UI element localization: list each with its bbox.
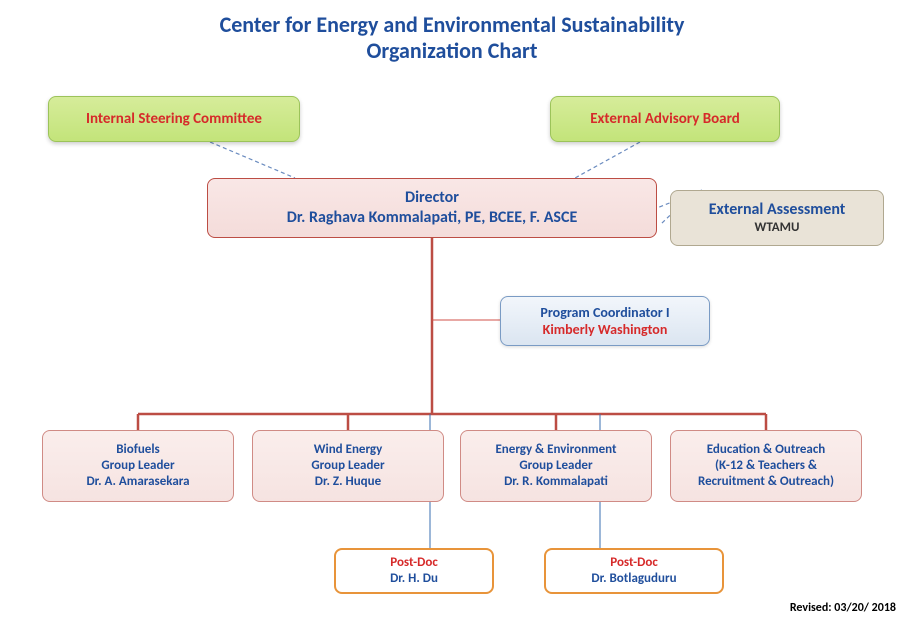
postdoc2-role: Post-Doc <box>610 555 658 571</box>
wind-l2: Group Leader <box>311 458 384 474</box>
education-l1: Education & Outreach <box>707 442 826 458</box>
connector-lines <box>0 0 904 621</box>
postdoc2-box: Post-Doc Dr. Botlaguduru <box>544 548 724 594</box>
director-role: Director <box>405 188 459 208</box>
wind-l3: Dr. Z. Huque <box>315 474 381 490</box>
energyenv-l2: Group Leader <box>519 458 592 474</box>
chart-title: Center for Energy and Environmental Sust… <box>0 0 904 65</box>
postdoc1-role: Post-Doc <box>390 555 438 571</box>
coordinator-role: Program Coordinator I <box>540 304 669 322</box>
coordinator-box: Program Coordinator I Kimberly Washingto… <box>500 296 710 346</box>
biofuels-l3: Dr. A. Amarasekara <box>86 474 189 490</box>
wind-l1: Wind Energy <box>314 442 383 458</box>
director-box: Director Dr. Raghava Kommalapati, PE, BC… <box>207 178 657 238</box>
director-name: Dr. Raghava Kommalapati, PE, BCEE, F. AS… <box>287 208 578 228</box>
biofuels-l2: Group Leader <box>101 458 174 474</box>
steering-committee-box: Internal Steering Committee <box>48 96 300 142</box>
coordinator-name: Kimberly Washington <box>543 321 668 339</box>
postdoc2-name: Dr. Botlaguduru <box>591 571 676 587</box>
external-assessment-box: External Assessment WTAMU <box>670 190 884 246</box>
energyenv-l1: Energy & Environment <box>495 442 616 458</box>
title-line2: Organization Chart <box>0 38 904 64</box>
postdoc1-box: Post-Doc Dr. H. Du <box>334 548 494 594</box>
assessment-title: External Assessment <box>709 200 846 220</box>
education-box: Education & Outreach (K-12 & Teachers & … <box>670 430 862 502</box>
energyenv-l3: Dr. R. Kommalapati <box>504 474 608 490</box>
revised-date: Revised: 03/20/ 2018 <box>790 601 896 615</box>
wind-box: Wind Energy Group Leader Dr. Z. Huque <box>252 430 444 502</box>
energyenv-box: Energy & Environment Group Leader Dr. R.… <box>460 430 652 502</box>
education-l2: (K-12 & Teachers & <box>715 458 817 474</box>
advisory-label: External Advisory Board <box>590 110 740 129</box>
postdoc1-name: Dr. H. Du <box>390 571 438 587</box>
assessment-sub: WTAMU <box>755 220 800 236</box>
steering-label: Internal Steering Committee <box>86 110 262 129</box>
advisory-board-box: External Advisory Board <box>550 96 780 142</box>
biofuels-box: Biofuels Group Leader Dr. A. Amarasekara <box>42 430 234 502</box>
education-l3: Recruitment & Outreach) <box>698 474 834 490</box>
title-line1: Center for Energy and Environmental Sust… <box>0 12 904 38</box>
biofuels-l1: Biofuels <box>116 442 159 458</box>
